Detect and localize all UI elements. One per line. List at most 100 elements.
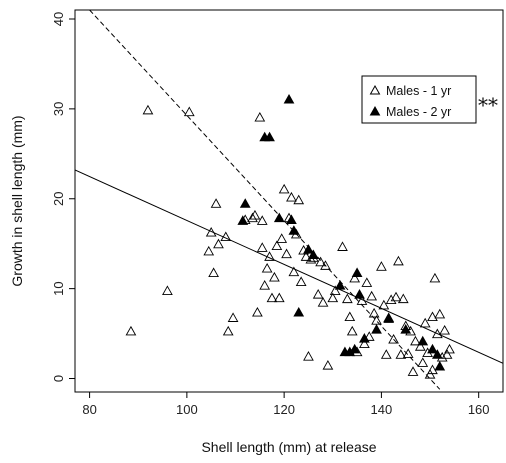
legend-box: [361, 75, 477, 124]
point-males-2yr: [288, 225, 300, 235]
point-males-2yr: [334, 280, 346, 290]
point-males-1yr: [397, 293, 409, 304]
regression-line-2yr: [89, 10, 441, 390]
point-males-1yr: [368, 307, 380, 318]
point-males-1yr: [390, 291, 402, 302]
point-males-1yr: [341, 293, 353, 304]
point-males-1yr: [444, 343, 455, 354]
point-males-1yr: [162, 285, 173, 295]
data-points: [125, 93, 455, 379]
point-males-1yr: [286, 191, 297, 202]
point-males-1yr: [393, 255, 404, 266]
point-males-1yr: [205, 226, 217, 237]
point-males-1yr: [388, 333, 399, 344]
point-males-1yr: [349, 272, 361, 283]
point-males-2yr: [303, 244, 314, 254]
point-males-1yr: [288, 266, 300, 277]
point-males-1yr: [300, 251, 312, 261]
y-tick-label: 0: [51, 375, 66, 382]
point-males-1yr: [125, 325, 137, 336]
point-males-2yr: [400, 324, 412, 334]
point-males-1yr: [344, 311, 356, 322]
point-males-1yr: [303, 351, 314, 361]
point-males-1yr: [427, 311, 438, 322]
point-males-1yr: [183, 106, 195, 117]
x-tick-label: 80: [82, 402, 96, 417]
point-males-1yr: [414, 341, 426, 351]
point-males-1yr: [227, 312, 239, 322]
point-males-2yr: [427, 343, 438, 354]
point-males-1yr: [410, 335, 421, 346]
point-males-1yr: [376, 261, 387, 271]
point-males-1yr: [327, 292, 339, 303]
y-tick-label: 30: [51, 102, 66, 116]
point-males-1yr: [322, 360, 334, 370]
x-tick-label: 140: [371, 402, 393, 417]
x-axis-title: Shell length (mm) at release: [201, 439, 376, 455]
point-males-1yr: [266, 292, 278, 303]
regression-lines: [75, 10, 503, 390]
point-males-1yr: [429, 272, 441, 283]
point-males-1yr: [434, 308, 446, 319]
point-males-1yr: [271, 240, 283, 251]
point-males-1yr: [295, 276, 307, 286]
point-males-1yr: [254, 111, 266, 122]
point-males-1yr: [380, 349, 392, 359]
point-males-1yr: [247, 212, 258, 223]
point-males-1yr: [427, 364, 438, 375]
point-males-2yr: [431, 349, 443, 359]
point-males-1yr: [361, 277, 373, 287]
point-males-1yr: [142, 104, 154, 115]
regression-line-1yr: [75, 169, 503, 364]
y-tick-label: 20: [51, 192, 66, 206]
legend-label-males-1yr: Males - 1 yr: [386, 84, 451, 98]
point-males-1yr: [276, 233, 288, 243]
legend-filled-triangle-icon: [369, 105, 381, 116]
point-males-1yr: [293, 194, 305, 205]
point-males-1yr: [356, 295, 368, 305]
point-males-2yr: [354, 289, 365, 299]
point-males-1yr: [407, 366, 419, 376]
point-males-1yr: [363, 331, 375, 341]
x-tick-label: 160: [468, 402, 490, 417]
y-axis: 0 10 20 30 40: [51, 12, 75, 382]
y-axis-title: Growth in shell length (mm): [9, 115, 25, 286]
point-males-1yr: [359, 338, 370, 349]
x-tick-label: 120: [273, 402, 295, 417]
point-males-1yr: [203, 245, 215, 256]
point-males-2yr: [359, 333, 370, 343]
point-males-1yr: [329, 285, 341, 295]
point-males-2yr: [283, 93, 295, 104]
point-males-1yr: [346, 325, 358, 336]
point-males-2yr: [239, 198, 251, 208]
point-males-1yr: [264, 251, 275, 261]
point-males-1yr: [441, 349, 453, 359]
point-males-1yr: [402, 348, 414, 358]
point-males-1yr: [385, 294, 397, 304]
point-males-1yr: [249, 209, 261, 220]
point-males-1yr: [259, 280, 271, 290]
y-tick-label: 40: [51, 12, 66, 26]
point-males-1yr: [222, 325, 234, 336]
point-males-1yr: [315, 256, 326, 267]
point-males-1yr: [417, 357, 429, 367]
point-males-1yr: [210, 198, 222, 208]
point-males-2yr: [286, 214, 297, 224]
y-tick-label: 10: [51, 281, 66, 295]
x-axis: 80 100 120 140 160: [82, 392, 490, 417]
point-males-2yr: [273, 212, 285, 223]
point-males-1yr: [366, 290, 378, 301]
point-males-2yr: [351, 267, 363, 278]
legend: Males - 1 yr Males - 2 yr: [361, 75, 477, 124]
point-males-2yr: [349, 343, 361, 354]
point-males-1yr: [378, 299, 390, 310]
point-males-1yr: [208, 267, 219, 278]
point-males-1yr: [261, 262, 273, 273]
point-males-2yr: [434, 360, 446, 371]
point-males-1yr: [320, 260, 331, 270]
legend-open-triangle-icon: [369, 84, 381, 95]
point-males-2yr: [293, 306, 305, 317]
point-males-2yr: [264, 131, 275, 142]
point-males-1yr: [278, 183, 290, 194]
point-males-1yr: [395, 349, 407, 359]
